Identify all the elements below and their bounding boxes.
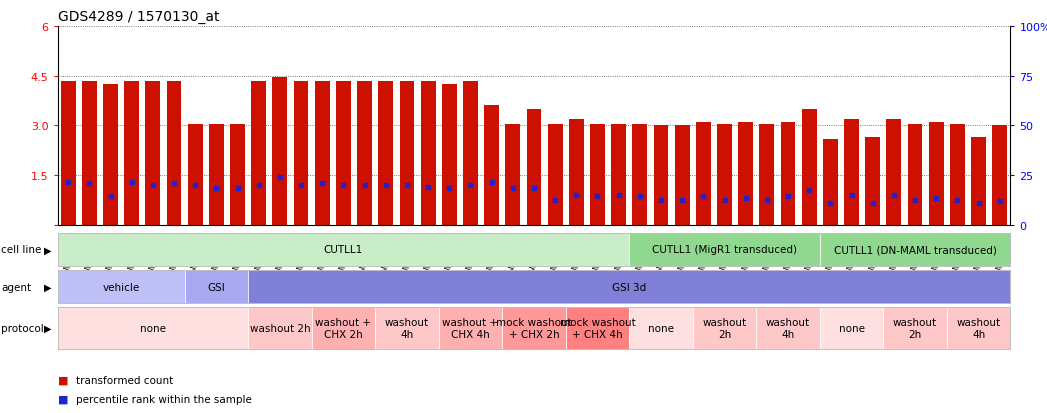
Bar <box>569 119 584 225</box>
Bar <box>103 85 118 225</box>
Bar <box>357 81 372 225</box>
Bar <box>759 124 775 225</box>
Bar <box>993 126 1007 225</box>
Bar <box>929 123 943 225</box>
Bar <box>548 124 562 225</box>
Bar <box>187 124 203 225</box>
Bar <box>632 124 647 225</box>
Bar <box>82 81 96 225</box>
Bar <box>484 106 499 225</box>
Text: none: none <box>648 323 674 333</box>
Bar <box>336 81 351 225</box>
Text: mock washout
+ CHX 2h: mock washout + CHX 2h <box>496 318 572 339</box>
Text: CUTLL1: CUTLL1 <box>324 245 363 255</box>
Text: ▶: ▶ <box>44 282 52 292</box>
Text: protocol: protocol <box>1 323 44 333</box>
Bar <box>717 124 732 225</box>
Text: agent: agent <box>1 282 31 292</box>
Bar <box>950 124 965 225</box>
Text: GSI: GSI <box>207 282 225 292</box>
Bar <box>696 123 711 225</box>
Text: CUTLL1 (MigR1 transduced): CUTLL1 (MigR1 transduced) <box>652 245 797 255</box>
Text: none: none <box>839 323 865 333</box>
Bar <box>400 81 415 225</box>
Text: transformed count: transformed count <box>76 375 174 385</box>
Text: ▶: ▶ <box>44 245 52 255</box>
Text: GSI 3d: GSI 3d <box>612 282 646 292</box>
Text: ■: ■ <box>58 394 68 404</box>
Text: ■: ■ <box>58 375 68 385</box>
Text: washout
2h: washout 2h <box>703 318 747 339</box>
Text: washout +
CHX 2h: washout + CHX 2h <box>315 318 372 339</box>
Text: none: none <box>140 323 165 333</box>
Bar <box>125 81 139 225</box>
Bar <box>802 109 817 225</box>
Bar <box>738 123 753 225</box>
Bar <box>653 126 668 225</box>
Bar <box>844 119 859 225</box>
Text: washout
4h: washout 4h <box>957 318 1001 339</box>
Text: ▶: ▶ <box>44 323 52 333</box>
Bar <box>527 109 541 225</box>
Bar <box>442 85 456 225</box>
Bar <box>463 81 477 225</box>
Text: CUTLL1 (DN-MAML transduced): CUTLL1 (DN-MAML transduced) <box>833 245 997 255</box>
Bar <box>230 124 245 225</box>
Bar <box>865 138 881 225</box>
Bar <box>781 123 796 225</box>
Bar <box>823 139 838 225</box>
Bar <box>61 81 75 225</box>
Bar <box>421 81 436 225</box>
Bar <box>293 81 309 225</box>
Text: washout +
CHX 4h: washout + CHX 4h <box>443 318 498 339</box>
Bar <box>908 124 922 225</box>
Text: washout
4h: washout 4h <box>385 318 429 339</box>
Bar <box>378 81 394 225</box>
Bar <box>674 126 690 225</box>
Text: vehicle: vehicle <box>103 282 139 292</box>
Text: mock washout
+ CHX 4h: mock washout + CHX 4h <box>559 318 636 339</box>
Bar <box>166 81 181 225</box>
Bar <box>972 138 986 225</box>
Bar <box>146 81 160 225</box>
Bar <box>272 78 287 225</box>
Bar <box>887 119 901 225</box>
Bar <box>611 124 626 225</box>
Text: percentile rank within the sample: percentile rank within the sample <box>76 394 252 404</box>
Text: cell line: cell line <box>1 245 42 255</box>
Bar <box>315 81 330 225</box>
Text: washout 2h: washout 2h <box>249 323 310 333</box>
Text: washout
4h: washout 4h <box>766 318 810 339</box>
Bar <box>209 124 224 225</box>
Bar <box>591 124 605 225</box>
Text: GDS4289 / 1570130_at: GDS4289 / 1570130_at <box>58 10 219 24</box>
Bar <box>506 124 520 225</box>
Text: washout
2h: washout 2h <box>893 318 937 339</box>
Bar <box>251 81 266 225</box>
